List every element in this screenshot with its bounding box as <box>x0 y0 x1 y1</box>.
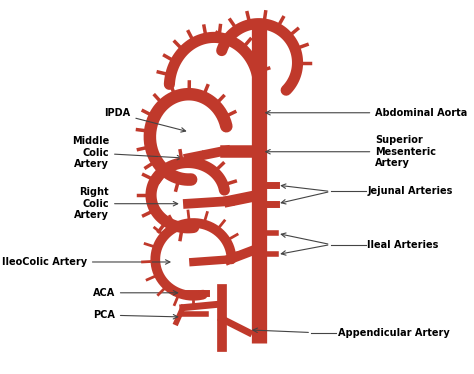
Text: Ileal Arteries: Ileal Arteries <box>367 239 439 249</box>
Text: Jejunal Arteries: Jejunal Arteries <box>367 187 453 196</box>
Text: PCA: PCA <box>93 310 178 320</box>
Text: Right
Colic
Artery: Right Colic Artery <box>74 187 178 220</box>
Text: ACA: ACA <box>92 288 178 298</box>
Text: IPDA: IPDA <box>104 108 186 132</box>
Text: Appendicular Artery: Appendicular Artery <box>338 328 450 337</box>
Text: Abdominal Aorta: Abdominal Aorta <box>266 108 467 118</box>
Text: IleoColic Artery: IleoColic Artery <box>2 257 170 267</box>
Text: Middle
Colic
Artery: Middle Colic Artery <box>72 136 182 169</box>
Text: Superior
Mesenteric
Artery: Superior Mesenteric Artery <box>266 135 436 168</box>
